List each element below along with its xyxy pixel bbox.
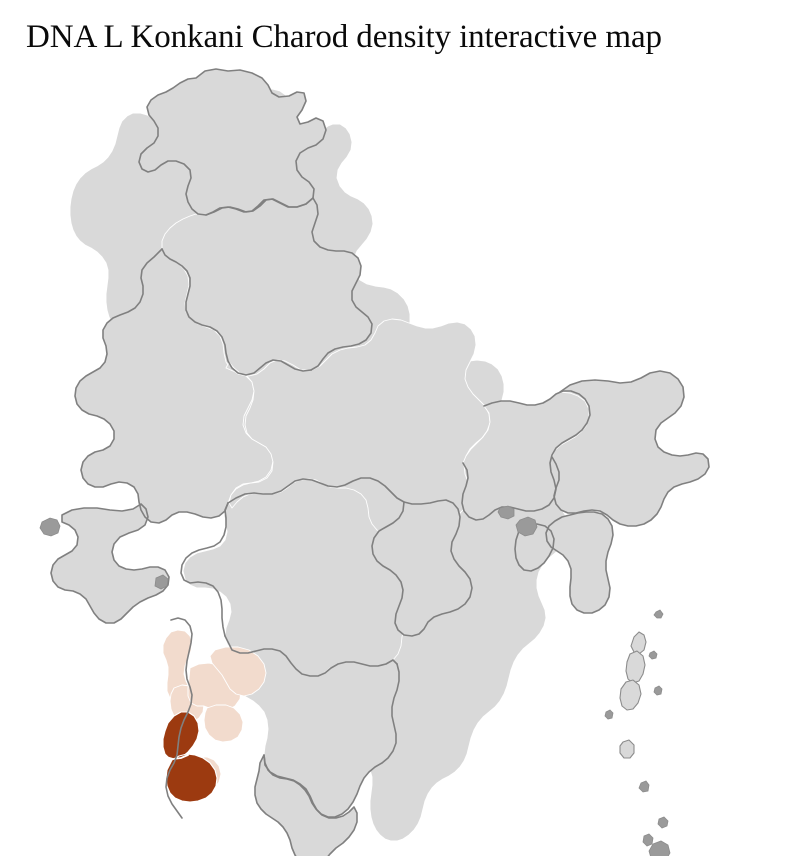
region-belagavi-highlight[interactable] bbox=[210, 647, 266, 696]
island-north-andaman[interactable] bbox=[631, 632, 646, 654]
region-goa-highlight[interactable] bbox=[163, 712, 199, 760]
island-nicobar-upper bbox=[658, 817, 668, 828]
island-dot-barren bbox=[654, 686, 662, 695]
island-great-nicobar bbox=[649, 841, 670, 856]
island-middle-andaman[interactable] bbox=[626, 651, 645, 683]
coastal-marker-east-coast bbox=[516, 517, 537, 536]
region-northeast-states[interactable] bbox=[552, 371, 709, 526]
region-dharwad-highlight[interactable] bbox=[204, 705, 243, 742]
region-east-india[interactable] bbox=[226, 319, 490, 533]
page-title: DNA L Konkani Charod density interactive… bbox=[26, 19, 662, 55]
india-geometry bbox=[40, 69, 709, 856]
island-little-andaman[interactable] bbox=[620, 740, 634, 758]
island-south-andaman[interactable] bbox=[620, 680, 641, 710]
island-nicobar-mid bbox=[643, 834, 653, 846]
island-dot-car-nicobar bbox=[639, 781, 649, 792]
region-ne-southern-tail[interactable] bbox=[546, 512, 613, 613]
island-dot-north bbox=[649, 651, 657, 659]
island-dot-far-north bbox=[654, 610, 663, 618]
andaman-nicobar-islands[interactable] bbox=[605, 610, 670, 856]
region-uttara-kannada-highlight[interactable] bbox=[166, 754, 217, 802]
island-dot-west bbox=[605, 710, 613, 719]
state-boundaries bbox=[51, 69, 709, 856]
coastal-marker-kutch bbox=[40, 518, 60, 536]
coastal-marker-sundarbans bbox=[498, 506, 514, 519]
goa-uttara-kannada-divider bbox=[165, 754, 189, 760]
india-choropleth-map[interactable] bbox=[0, 60, 790, 856]
coastal-marker-mumbai bbox=[155, 575, 168, 589]
